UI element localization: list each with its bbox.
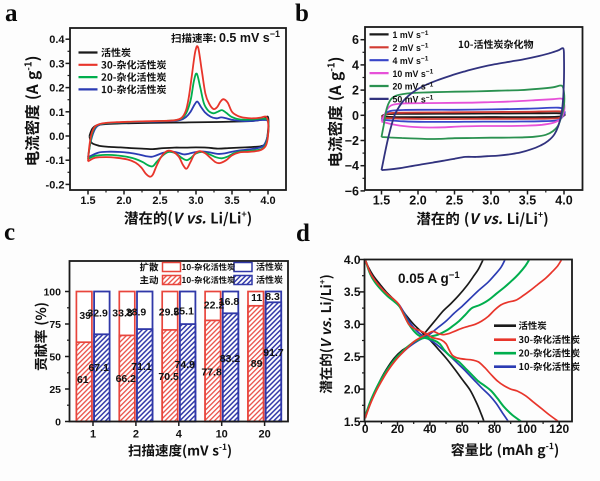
svg-text:1.5: 1.5: [80, 195, 95, 207]
svg-text:3.5: 3.5: [519, 194, 536, 208]
svg-text:120: 120: [549, 422, 569, 436]
svg-text:20 mV s−1: 20 mV s−1: [393, 81, 434, 91]
svg-text:2.5: 2.5: [446, 194, 463, 208]
svg-text:0.5 mV s−1: 0.5 mV s−1: [219, 29, 280, 45]
svg-text:33.8: 33.8: [112, 308, 133, 320]
svg-text:2.0: 2.0: [344, 382, 361, 396]
svg-text:0.4: 0.4: [49, 34, 65, 46]
svg-text:50: 50: [49, 351, 61, 363]
svg-text:25: 25: [49, 384, 61, 396]
svg-text:2.5: 2.5: [344, 350, 361, 364]
svg-text:25.1: 25.1: [173, 306, 194, 318]
svg-text:0: 0: [362, 422, 369, 436]
svg-text:61: 61: [77, 374, 89, 386]
svg-text:2.5: 2.5: [152, 195, 167, 207]
svg-text:8.3: 8.3: [265, 291, 280, 303]
svg-text:32.9: 32.9: [87, 308, 108, 320]
svg-text:2: 2: [352, 84, 359, 98]
svg-text:1.5: 1.5: [373, 194, 390, 208]
svg-text:4 mV s−1: 4 mV s−1: [393, 56, 429, 66]
svg-text:74.9: 74.9: [175, 359, 196, 371]
svg-text:4.0: 4.0: [260, 195, 275, 207]
svg-text:4: 4: [352, 58, 359, 72]
svg-text:100: 100: [43, 286, 61, 298]
svg-text:4.0: 4.0: [555, 194, 572, 208]
svg-text:2: 2: [133, 429, 139, 441]
svg-text:39: 39: [79, 310, 91, 322]
svg-text:10: 10: [216, 429, 228, 441]
svg-text:60: 60: [456, 422, 470, 436]
svg-text:1 mV s−1: 1 mV s−1: [393, 30, 429, 40]
svg-text:16.8: 16.8: [219, 296, 240, 308]
svg-text:b: b: [295, 0, 309, 27]
svg-text:-0.1: -0.1: [46, 155, 65, 167]
svg-text:4.0: 4.0: [344, 253, 361, 267]
svg-text:3.0: 3.0: [188, 195, 203, 207]
svg-text:50 mV s−1: 50 mV s−1: [393, 94, 434, 104]
svg-text:29.5: 29.5: [159, 307, 180, 319]
svg-text:77.8: 77.8: [201, 367, 222, 379]
svg-text:0.05 A g−1: 0.05 A g−1: [398, 270, 460, 286]
svg-text:11: 11: [251, 292, 262, 304]
svg-text:0: 0: [352, 109, 359, 123]
svg-text:89: 89: [251, 358, 263, 370]
svg-text:3.0: 3.0: [482, 194, 499, 208]
svg-text:2 mV s−1: 2 mV s−1: [393, 43, 429, 53]
svg-text:a: a: [5, 0, 18, 27]
svg-text:10 mV s−1: 10 mV s−1: [393, 69, 434, 79]
svg-text:22.2: 22.2: [204, 300, 225, 312]
svg-text:83.2: 83.2: [220, 353, 241, 365]
svg-text:40: 40: [423, 422, 437, 436]
svg-text:−2: −2: [345, 134, 359, 148]
svg-text:70.5: 70.5: [158, 371, 179, 383]
svg-text:75: 75: [49, 319, 61, 331]
svg-text:71.1: 71.1: [131, 361, 152, 373]
svg-text:0.2: 0.2: [49, 83, 64, 95]
svg-text:0: 0: [55, 416, 61, 428]
svg-text:0.0: 0.0: [49, 131, 64, 143]
svg-text:4: 4: [176, 429, 183, 441]
svg-text:20: 20: [258, 429, 270, 441]
svg-text:100: 100: [517, 422, 537, 436]
svg-text:67.1: 67.1: [88, 362, 109, 374]
svg-text:0.3: 0.3: [49, 58, 64, 70]
svg-text:91.7: 91.7: [263, 347, 284, 359]
svg-text:3.5: 3.5: [224, 195, 239, 207]
svg-text:−4: −4: [345, 159, 359, 173]
svg-text:3.5: 3.5: [344, 285, 361, 299]
svg-text:d: d: [296, 220, 310, 247]
svg-text:-0.2: -0.2: [46, 179, 65, 191]
svg-text:1: 1: [90, 429, 96, 441]
svg-text:1.5: 1.5: [344, 415, 361, 429]
svg-text:2.0: 2.0: [116, 195, 131, 207]
svg-text:20: 20: [391, 422, 405, 436]
svg-text:28.9: 28.9: [126, 307, 147, 319]
svg-text:3.0: 3.0: [344, 318, 361, 332]
svg-text:2.0: 2.0: [409, 194, 426, 208]
svg-text:6: 6: [352, 33, 359, 47]
svg-text:−6: −6: [345, 184, 359, 198]
svg-text:0.1: 0.1: [49, 107, 64, 119]
svg-text:c: c: [4, 219, 15, 246]
svg-text:66.2: 66.2: [116, 373, 137, 385]
svg-text:80: 80: [488, 422, 502, 436]
